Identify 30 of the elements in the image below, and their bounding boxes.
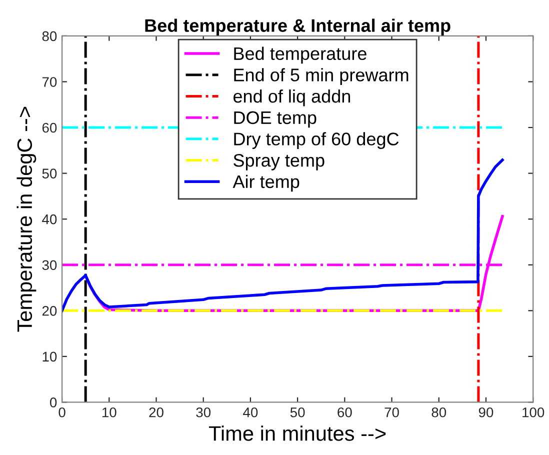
x-tick-label: 60 (338, 407, 352, 418)
legend-label: DOE temp (234, 111, 316, 128)
y-tick-label: 10 (42, 352, 57, 362)
x-tick-label: 40 (243, 407, 258, 418)
x-tick-label: 50 (290, 407, 305, 418)
y-tick-label: 20 (42, 306, 57, 316)
y-tick-label: 40 (42, 214, 57, 224)
y-tick-label: 50 (42, 168, 57, 178)
x-tick-label: 0 (58, 407, 66, 418)
x-tick-label: 30 (196, 407, 211, 418)
legend-label: Dry temp of 60 degC (234, 132, 399, 149)
x-tick-label: 20 (149, 407, 164, 418)
y-tick-label: 80 (42, 31, 57, 42)
x-tick-label: 70 (384, 407, 399, 418)
x-tick-label: 80 (432, 407, 446, 418)
legend-label: End of 5 min prewarm (234, 68, 408, 85)
x-axis-title: Time in minutes --> (208, 426, 386, 441)
y-tick-label: 0 (50, 398, 57, 408)
legend-label: Spray temp (234, 154, 324, 170)
y-axis-title: Temperature in degC --> (16, 106, 36, 332)
chart-title: Bed temperature & Internal air temp (145, 18, 450, 36)
x-tick-label: 100 (522, 407, 544, 418)
y-tick-label: 30 (42, 260, 57, 270)
x-tick-label: 10 (102, 407, 116, 418)
legend-label: end of liq addn (233, 89, 350, 106)
legend-label: Air temp (232, 174, 300, 192)
y-tick-label: 60 (42, 122, 57, 133)
y-tick-label: 70 (42, 77, 57, 87)
legend-label: Bed temperature (234, 46, 366, 64)
x-tick-label: 90 (478, 407, 494, 418)
